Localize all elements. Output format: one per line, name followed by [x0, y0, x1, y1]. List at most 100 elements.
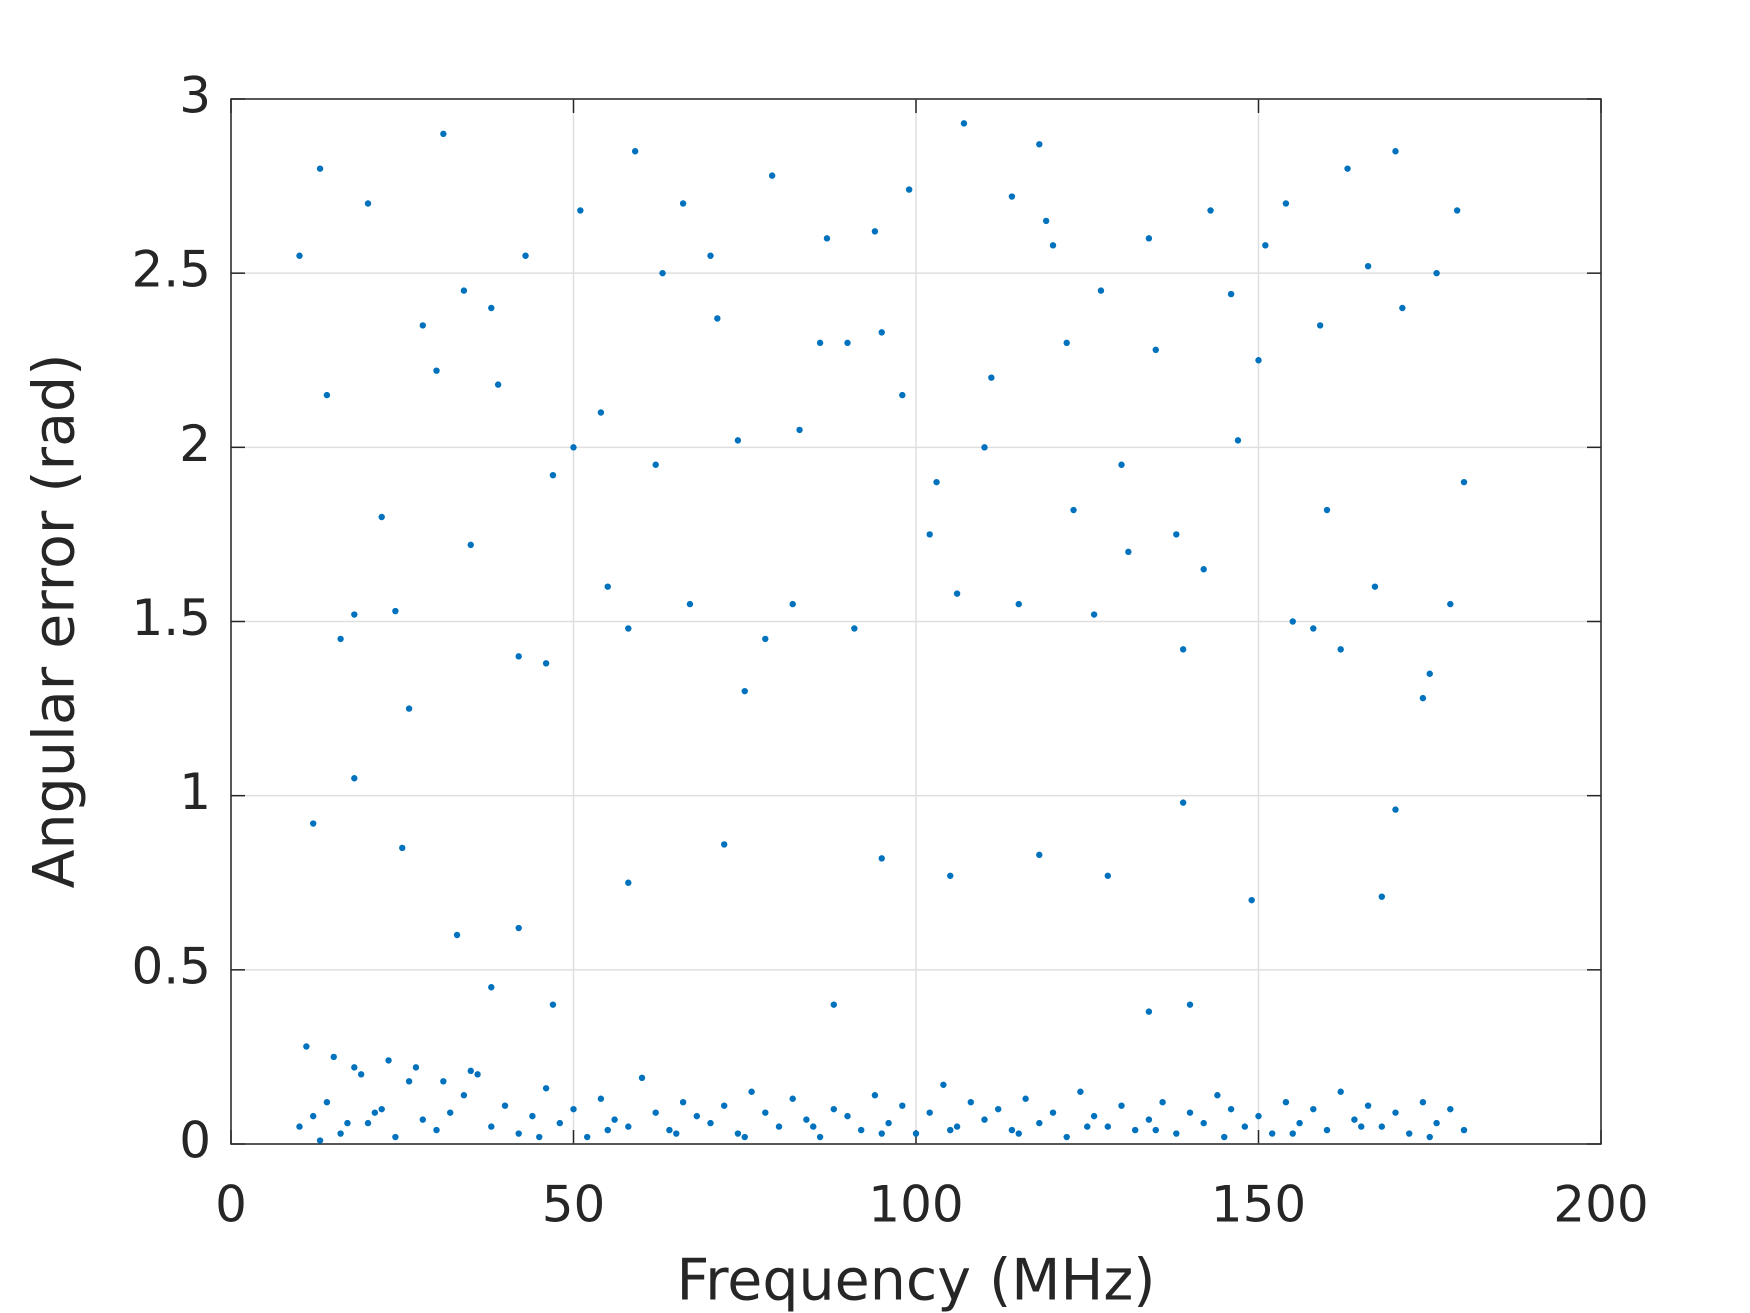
- point: [542, 1085, 550, 1092]
- point: [453, 931, 461, 939]
- point: [947, 1126, 954, 1134]
- point: [988, 374, 995, 381]
- point: [584, 1133, 591, 1141]
- point: [351, 611, 358, 618]
- point: [1310, 1105, 1317, 1113]
- point: [625, 1123, 632, 1130]
- point: [625, 625, 632, 632]
- point: [515, 924, 522, 932]
- point: [1289, 1130, 1296, 1137]
- point: [953, 1123, 961, 1130]
- point: [1186, 1001, 1194, 1008]
- point: [357, 1071, 365, 1078]
- point: [433, 1126, 440, 1134]
- point: [467, 1067, 474, 1075]
- point: [844, 339, 851, 347]
- point: [1255, 357, 1262, 364]
- point: [440, 1078, 447, 1085]
- point: [858, 1126, 865, 1134]
- point: [1186, 1109, 1194, 1116]
- point: [981, 1116, 988, 1123]
- point: [816, 1133, 824, 1141]
- point: [1323, 1126, 1331, 1134]
- point: [1234, 437, 1242, 444]
- point: [1433, 269, 1440, 277]
- point: [392, 607, 399, 615]
- point: [440, 130, 447, 138]
- x-tick-label: 200: [1553, 1176, 1648, 1234]
- point: [796, 426, 803, 434]
- point: [1392, 806, 1399, 813]
- point: [316, 165, 324, 172]
- point: [1337, 1088, 1344, 1095]
- point: [351, 1064, 358, 1071]
- point: [405, 705, 413, 712]
- point: [1399, 304, 1406, 312]
- point: [905, 186, 913, 193]
- point: [960, 120, 968, 127]
- point: [494, 381, 502, 388]
- point: [693, 1112, 700, 1120]
- point: [385, 1057, 392, 1064]
- point: [1269, 1130, 1276, 1137]
- point: [337, 635, 344, 643]
- point: [1378, 893, 1386, 900]
- y-tick-label: 1.5: [131, 589, 211, 647]
- point: [933, 478, 940, 486]
- point: [323, 1099, 331, 1106]
- point: [1406, 1130, 1413, 1137]
- point: [1433, 1119, 1440, 1127]
- point: [515, 653, 522, 660]
- point: [1447, 600, 1454, 608]
- y-tick-label: 2: [179, 415, 211, 473]
- point: [775, 1123, 783, 1130]
- point: [1063, 339, 1070, 347]
- y-tick-label: 0: [179, 1112, 211, 1170]
- point: [967, 1099, 974, 1106]
- point: [597, 1095, 605, 1102]
- point: [830, 1001, 837, 1008]
- point: [474, 1071, 481, 1078]
- point: [597, 409, 605, 416]
- point: [1145, 1008, 1153, 1015]
- point: [871, 1092, 879, 1099]
- point: [940, 1081, 947, 1088]
- point: [1282, 200, 1290, 207]
- point: [522, 252, 529, 259]
- point: [816, 339, 824, 347]
- point: [1008, 193, 1016, 200]
- point: [878, 855, 885, 862]
- point: [1015, 600, 1022, 608]
- point: [419, 1116, 426, 1123]
- point: [412, 1064, 420, 1071]
- point: [981, 444, 988, 451]
- point: [686, 600, 694, 608]
- point: [1173, 531, 1180, 538]
- point: [1097, 287, 1105, 294]
- point: [1145, 1116, 1153, 1123]
- point: [899, 1102, 906, 1109]
- point: [734, 437, 742, 444]
- point: [1364, 1102, 1372, 1109]
- point: [1104, 1123, 1112, 1130]
- point: [1371, 583, 1379, 590]
- point: [1200, 1119, 1207, 1127]
- point: [1289, 618, 1296, 625]
- point: [1310, 625, 1317, 632]
- point: [330, 1053, 337, 1061]
- point: [323, 391, 331, 399]
- point: [467, 541, 474, 549]
- point: [1358, 1123, 1365, 1130]
- point: [1179, 799, 1187, 806]
- point: [419, 322, 426, 329]
- point: [823, 235, 831, 242]
- point: [1207, 207, 1214, 214]
- point: [1090, 611, 1098, 618]
- point: [556, 1119, 563, 1127]
- point: [1227, 1105, 1235, 1113]
- point: [762, 1109, 769, 1116]
- point: [1063, 1133, 1070, 1141]
- point: [1255, 1112, 1262, 1120]
- point: [1152, 346, 1159, 353]
